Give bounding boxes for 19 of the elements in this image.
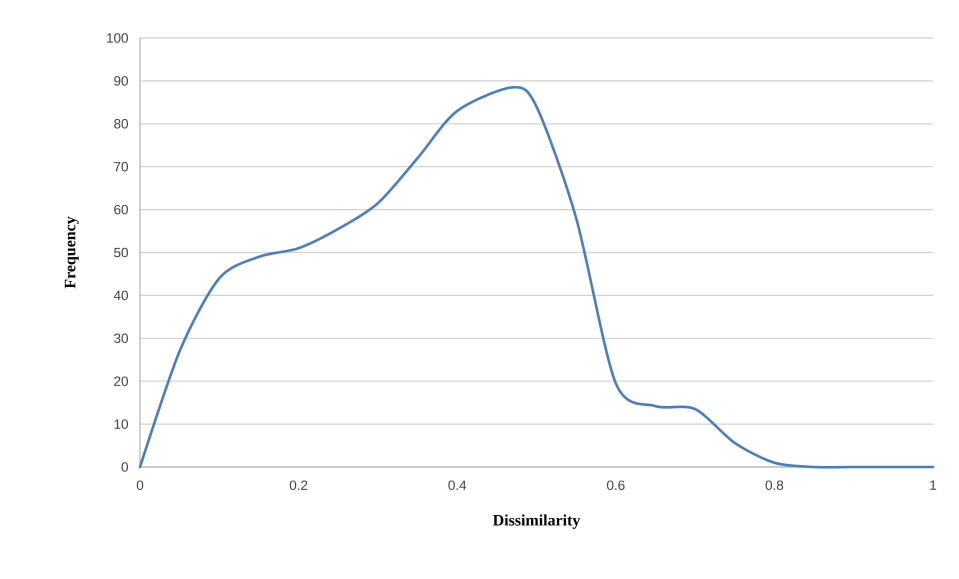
x-tick-label: 1	[930, 480, 936, 490]
y-tick-label: 10	[114, 419, 128, 429]
y-tick-label: 40	[114, 290, 128, 300]
y-tick-label: 0	[122, 462, 128, 472]
y-tick-label: 60	[114, 204, 128, 214]
y-tick-label: 30	[114, 334, 128, 344]
y-tick-label: 80	[114, 119, 128, 129]
y-tick-label: 70	[114, 162, 128, 172]
x-tick-label: 0.8	[766, 480, 784, 490]
x-tick-label: 0	[136, 480, 144, 490]
y-tick-label: 100	[107, 33, 128, 43]
y-tick-label: 90	[114, 76, 128, 86]
x-axis-title: Dissimilarity	[492, 514, 580, 529]
x-tick-label: 0.6	[606, 480, 625, 490]
x-tick-label: 0.2	[290, 480, 308, 490]
y-axis-title: Frequency	[64, 216, 79, 288]
y-tick-label: 20	[114, 376, 128, 386]
x-tick-label: 0.4	[448, 480, 466, 490]
y-tick-label: 50	[114, 248, 128, 258]
